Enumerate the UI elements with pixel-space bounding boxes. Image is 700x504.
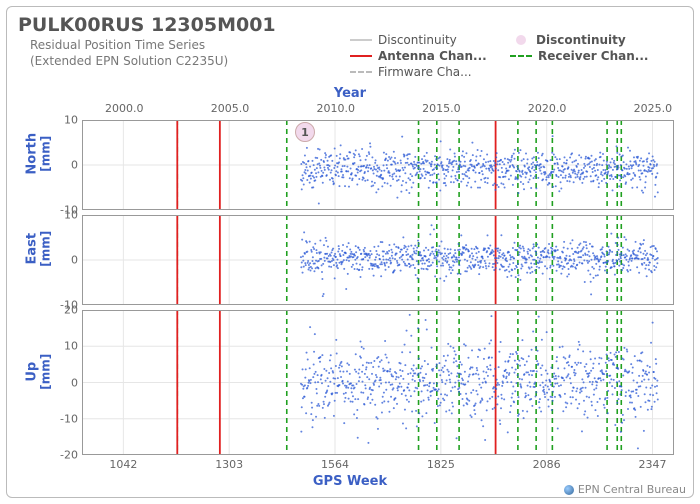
subtitle-line-1: Residual Position Time Series xyxy=(30,38,205,52)
x-tick-bottom: 1303 xyxy=(215,458,243,471)
legend-label: Discontinuity xyxy=(536,33,626,47)
chart-subtitle: Residual Position Time Series (Extended … xyxy=(30,38,228,69)
legend-label: Firmware Cha... xyxy=(378,65,472,79)
legend-label: Antenna Chan... xyxy=(378,49,487,63)
x-tick-top: 2020.0 xyxy=(528,102,567,115)
y-tick: 10 xyxy=(64,114,78,127)
footer-text: EPN Central Bureau xyxy=(578,483,686,496)
legend-swatch-line xyxy=(510,55,532,57)
footer-credit: EPN Central Bureau xyxy=(564,483,686,496)
legend-item: Antenna Chan... xyxy=(350,49,510,63)
y-axis-title: North xyxy=(25,129,39,179)
x-axis-top-title: Year xyxy=(0,86,700,101)
panel-north xyxy=(82,120,674,210)
discontinuity-marker: 1 xyxy=(295,122,315,142)
legend-swatch-line xyxy=(350,71,372,73)
panel-east xyxy=(82,215,674,305)
x-tick-bottom: 1825 xyxy=(427,458,455,471)
x-tick-bottom: 2347 xyxy=(639,458,667,471)
y-ticks-north: -10010 xyxy=(48,120,78,210)
y-ticks-east: -10010 xyxy=(48,215,78,305)
legend-label: Receiver Chan... xyxy=(538,49,648,63)
legend-item: Discontinuity xyxy=(350,33,510,47)
y-tick: 0 xyxy=(71,376,78,389)
panel-svg-up xyxy=(82,310,674,455)
y-tick: -10 xyxy=(60,412,78,425)
y-tick: 10 xyxy=(64,209,78,222)
legend-item: Receiver Chan... xyxy=(510,49,670,63)
x-tick-top: 2005.0 xyxy=(211,102,250,115)
y-tick: 10 xyxy=(64,340,78,353)
panel-up xyxy=(82,310,674,455)
y-ticks-up: -20-1001020 xyxy=(48,310,78,455)
y-tick: 0 xyxy=(71,159,78,172)
legend-item: Firmware Cha... xyxy=(350,65,510,79)
x-tick-top: 2000.0 xyxy=(105,102,144,115)
legend-label: Discontinuity xyxy=(378,33,457,47)
y-tick: 20 xyxy=(64,304,78,317)
legend-swatch-dot xyxy=(516,35,526,45)
chart-title: PULK00RUS 12305M001 xyxy=(18,14,276,36)
x-tick-bottom: 1564 xyxy=(321,458,349,471)
y-axis-title: Up xyxy=(25,346,39,396)
y-axis-title: East xyxy=(25,224,39,274)
globe-icon xyxy=(564,485,574,495)
x-tick-top: 2025.0 xyxy=(634,102,673,115)
x-tick-top: 2010.0 xyxy=(316,102,355,115)
x-tick-top: 2015.0 xyxy=(422,102,461,115)
y-tick: -20 xyxy=(60,449,78,462)
legend: Discontinuity Discontinuity Antenna Chan..… xyxy=(350,32,670,80)
x-tick-bottom: 2086 xyxy=(533,458,561,471)
panel-svg-east xyxy=(82,215,674,305)
legend-swatch-line xyxy=(350,55,372,57)
y-tick: 0 xyxy=(71,254,78,267)
legend-swatch-line xyxy=(350,39,372,41)
legend-item: Discontinuity xyxy=(510,33,670,47)
subtitle-line-2: (Extended EPN Solution C2235U) xyxy=(30,54,228,68)
panel-svg-north xyxy=(82,120,674,210)
x-tick-bottom: 1042 xyxy=(109,458,137,471)
